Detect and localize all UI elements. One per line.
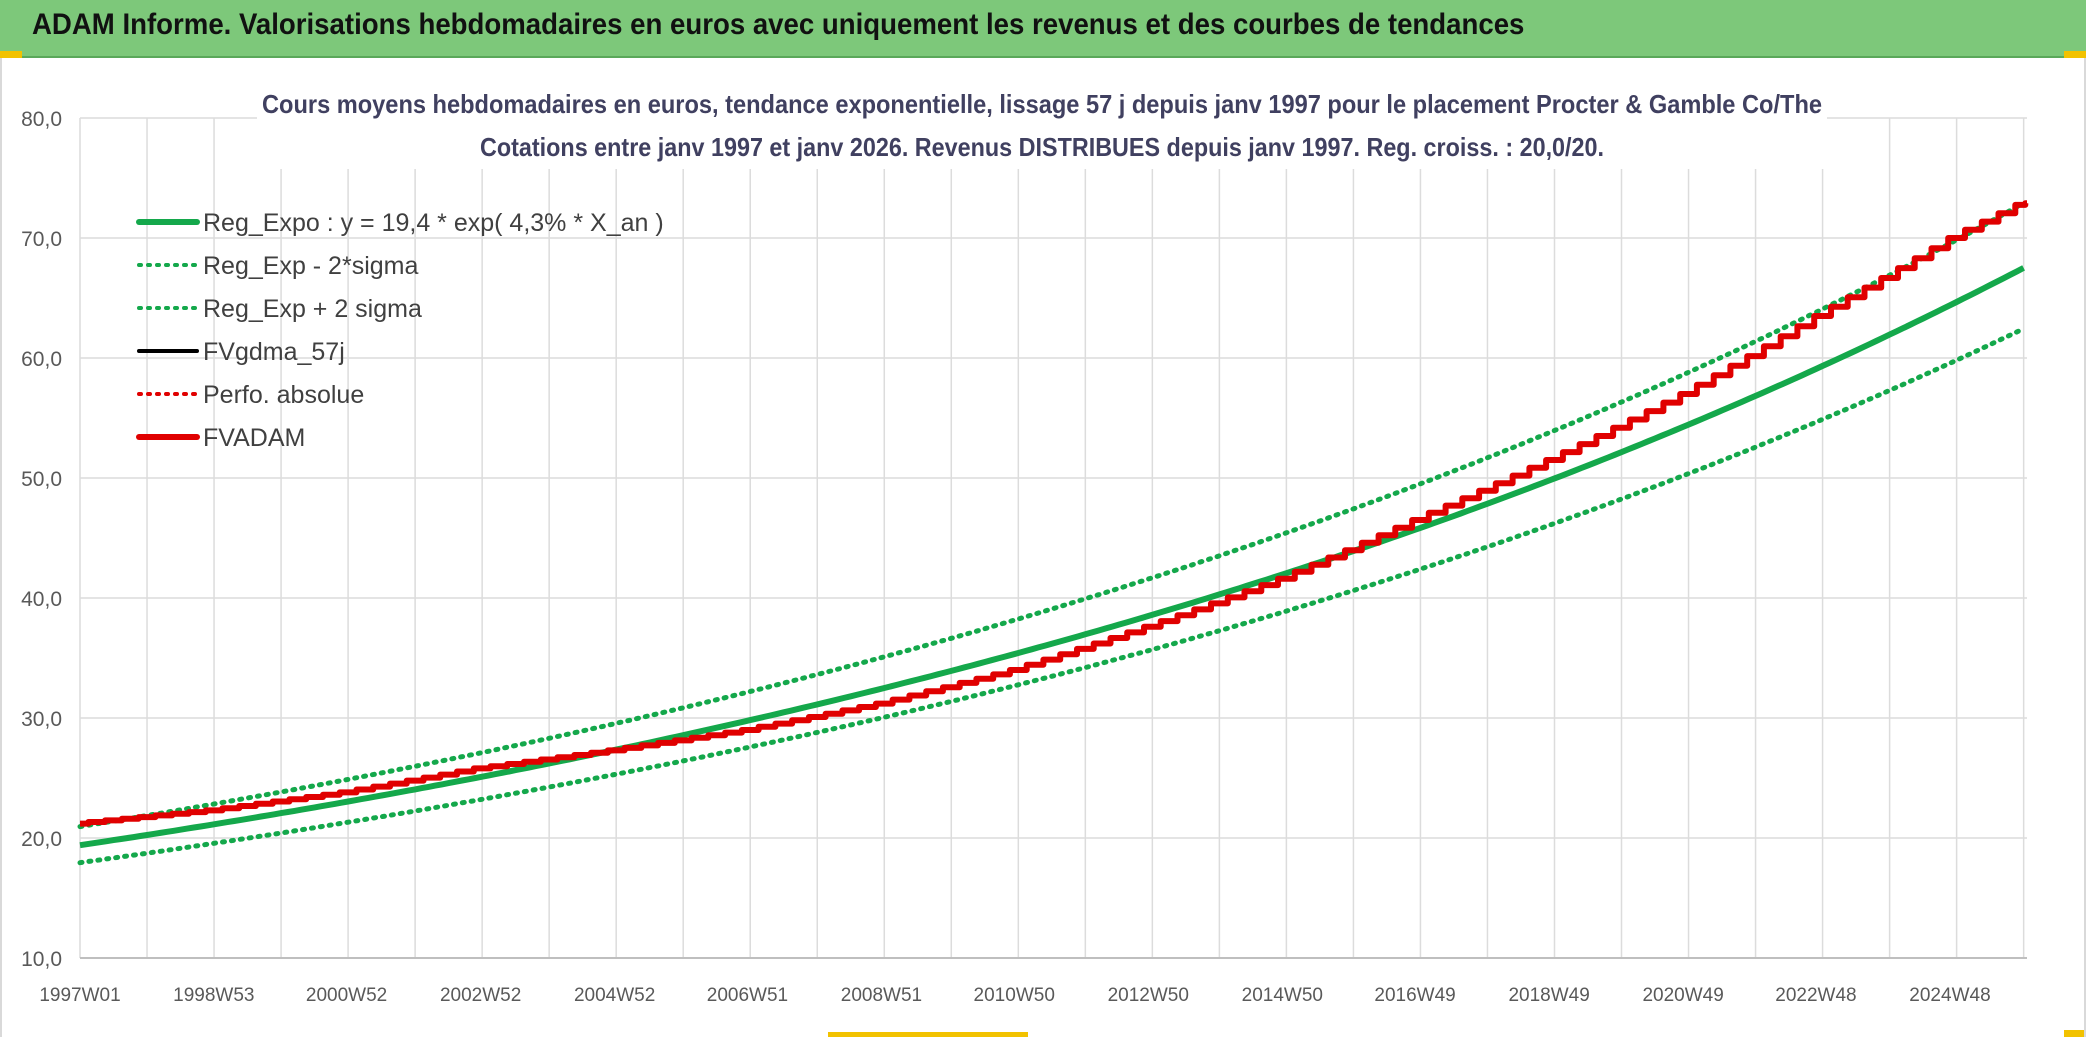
legend-item: FVADAM bbox=[136, 424, 305, 452]
x-tick-label: 2002W52 bbox=[440, 985, 521, 1006]
x-tick-label: 2018W49 bbox=[1508, 985, 1589, 1006]
x-tick-label: 2016W49 bbox=[1374, 985, 1455, 1006]
x-tick-label: 2024W48 bbox=[1909, 985, 1990, 1006]
legend-item: Reg_Exp + 2 sigma bbox=[137, 295, 422, 323]
x-tick-label: 2010W50 bbox=[974, 985, 1055, 1006]
legend-label: FVADAM bbox=[203, 424, 305, 452]
corner-mark-bottom-right bbox=[2064, 1030, 2086, 1037]
x-tick-label: 2000W52 bbox=[306, 985, 387, 1006]
chart-frame: 10,0 20,0 30,0 40,0 50,0 60,0 70,0 80,0 1997W01… bbox=[0, 58, 2086, 1037]
x-tick-label: 1997W01 bbox=[39, 985, 120, 1006]
series-group bbox=[77, 200, 2029, 866]
x-tick-label: 2022W48 bbox=[1775, 985, 1856, 1006]
legend-label: Perfo. absolue bbox=[203, 381, 364, 409]
grid-lines bbox=[79, 117, 2027, 959]
x-axis-ticks: 1997W01 1998W53 2000W52 2002W52 2004W52 2006W… bbox=[39, 985, 1990, 1006]
x-tick-label: 2006W51 bbox=[707, 985, 788, 1006]
chart-title-line1: Cours moyens hebdomadaires en euros, ten… bbox=[262, 89, 1822, 119]
x-tick-label: 2020W49 bbox=[1642, 985, 1723, 1006]
chart-legend: Reg_Expo : y = 19,4 * exp( 4,3% * X_an )… bbox=[136, 209, 664, 452]
series-reg-expo bbox=[79, 265, 2025, 849]
x-tick-label: 1998W53 bbox=[173, 985, 254, 1006]
y-tick-label: 40,0 bbox=[21, 588, 62, 611]
chart-title-group: Cours moyens hebdomadaires en euros, ten… bbox=[257, 83, 1827, 169]
line-chart: 10,0 20,0 30,0 40,0 50,0 60,0 70,0 80,0 1997W01… bbox=[21, 83, 2029, 1006]
series-reg-exp-minus-2sigma bbox=[77, 326, 2027, 866]
legend-label: Reg_Exp - 2*sigma bbox=[203, 252, 418, 280]
legend-label: Reg_Expo : y = 19,4 * exp( 4,3% * X_an ) bbox=[203, 209, 664, 237]
report-title: ADAM Informe. Valorisations hebdomadaire… bbox=[32, 8, 1525, 41]
y-tick-label: 50,0 bbox=[21, 468, 62, 491]
chart-title-line2: Cotations entre janv 1997 et janv 2026. … bbox=[480, 132, 1604, 162]
corner-mark-bottom-center bbox=[828, 1032, 1028, 1037]
corner-mark-top-left bbox=[0, 51, 22, 58]
y-tick-label: 80,0 bbox=[21, 108, 62, 131]
corner-mark-top-right bbox=[2064, 51, 2086, 58]
y-tick-label: 30,0 bbox=[21, 708, 62, 731]
legend-item: Reg_Exp - 2*sigma bbox=[137, 252, 418, 280]
legend-label: Reg_Exp + 2 sigma bbox=[203, 295, 422, 323]
report-title-bar: ADAM Informe. Valorisations hebdomadaire… bbox=[0, 0, 2086, 58]
y-tick-label: 10,0 bbox=[21, 948, 62, 971]
legend-item: FVgdma_57j bbox=[137, 338, 345, 366]
y-axis-ticks: 10,0 20,0 30,0 40,0 50,0 60,0 70,0 80,0 bbox=[21, 108, 62, 971]
x-tick-label: 2004W52 bbox=[574, 985, 655, 1006]
legend-item: Perfo. absolue bbox=[137, 381, 364, 409]
legend-label: FVgdma_57j bbox=[203, 338, 345, 366]
series-reg-exp-plus-2sigma bbox=[77, 200, 2027, 830]
y-tick-label: 20,0 bbox=[21, 828, 62, 851]
y-tick-label: 70,0 bbox=[21, 228, 62, 251]
x-tick-label: 2008W51 bbox=[841, 985, 922, 1006]
y-tick-label: 60,0 bbox=[21, 348, 62, 371]
x-tick-label: 2014W50 bbox=[1242, 985, 1323, 1006]
chart-title-background bbox=[257, 83, 1827, 169]
legend-item: Reg_Expo : y = 19,4 * exp( 4,3% * X_an ) bbox=[136, 209, 664, 237]
x-tick-label: 2012W50 bbox=[1108, 985, 1189, 1006]
series-fvadam bbox=[80, 200, 2029, 827]
